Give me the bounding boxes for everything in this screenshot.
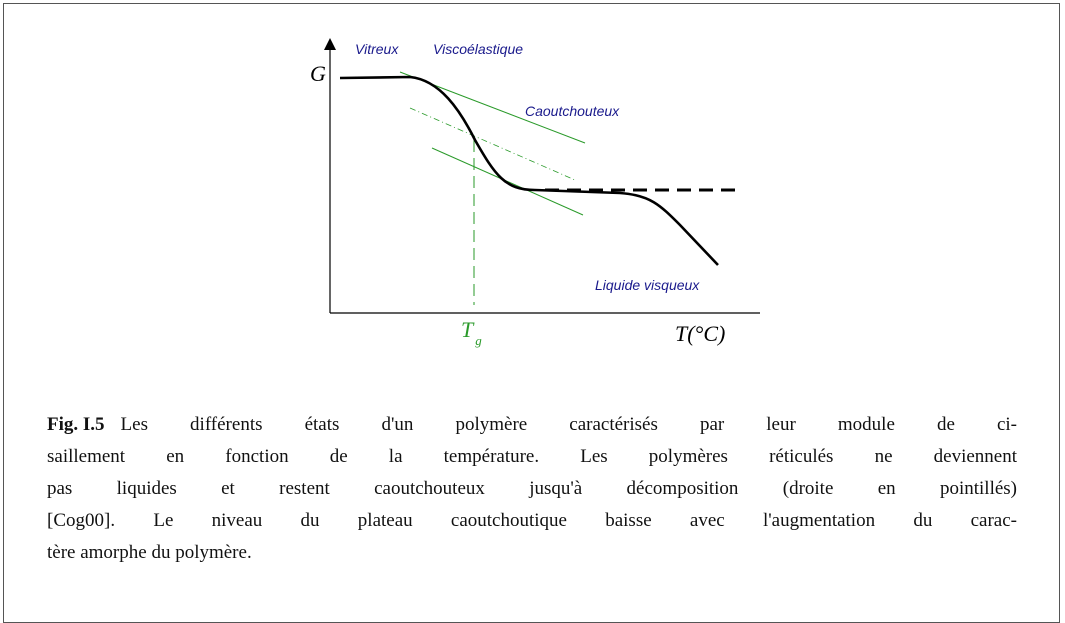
modulus-curve <box>339 75 719 266</box>
caption-line: tère amorphe du polymère. <box>47 542 252 563</box>
region-label: Caoutchouteux <box>525 103 620 119</box>
caption-line: pas liquides et restent caoutchouteux ju… <box>47 478 1017 499</box>
region-label: Liquide visqueux <box>595 277 700 293</box>
caption-line: saillement en fonction de la température… <box>47 446 1017 467</box>
caption-text: Les différents états d'un polymère carac… <box>120 414 1017 435</box>
caption-line: [Cog00]. Le niveau du plateau caoutchout… <box>47 510 1017 531</box>
caption-line: Fig. I.5 Les différents états d'un polymè… <box>47 409 1017 441</box>
caption: Fig. I.5 Les différents états d'un polymè… <box>47 409 1017 569</box>
region-label: Viscoélastique <box>433 41 523 57</box>
region-label: Vitreux <box>355 41 399 57</box>
caption-label: Fig. I.5 <box>47 414 105 435</box>
x-label: T(°C) <box>675 321 725 346</box>
tangent-mid <box>409 107 576 181</box>
y-label: G <box>310 61 326 86</box>
